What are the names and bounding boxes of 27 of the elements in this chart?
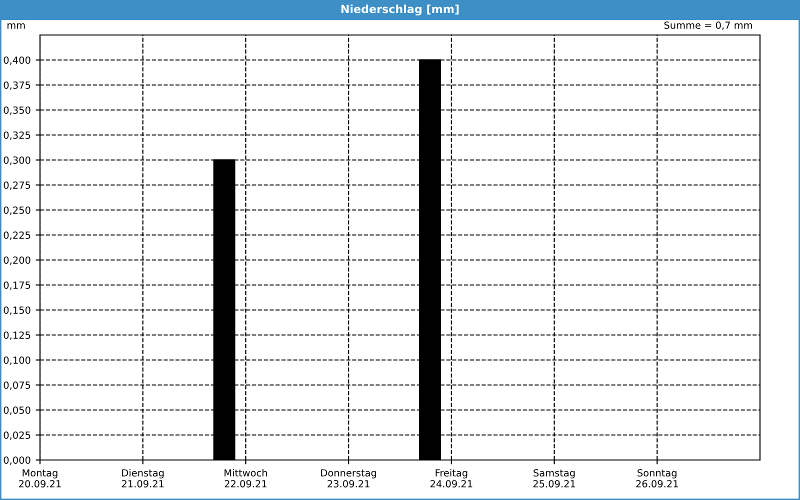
y-tick-label: 0,200: [4, 256, 30, 265]
y-axis-title: mm: [8, 23, 25, 29]
y-tick-label: 0,000: [4, 456, 30, 465]
text: Summe = 0,7 mm: [664, 22, 752, 30]
y-tick-label: 0,150: [4, 306, 30, 315]
y-tick-label: 0,275: [4, 181, 30, 190]
y-tick-label: 0,400: [4, 56, 30, 65]
x-tick-label: Dienstag 21.09.21: [122, 469, 164, 488]
x-tick-label: Freitag 24.09.21: [430, 469, 472, 488]
x-tick-label: Donnerstag 23.09.21: [321, 469, 376, 488]
x-tick-label: Mittwoch 22.09.21: [224, 469, 267, 488]
y-tick-label: 0,025: [4, 431, 30, 440]
y-tick-label: 0,375: [4, 81, 30, 90]
x-tick-label: Sonntag 26.09.21: [636, 469, 678, 488]
x-tick-label: Montag 20.09.21: [19, 469, 61, 488]
y-tick-label: 0,250: [4, 206, 30, 215]
y-tick-label: 0,325: [4, 131, 30, 140]
y-tick-label: 0,050: [4, 406, 30, 415]
y-tick-label: 0,300: [4, 156, 30, 165]
y-tick-label: 0,075: [4, 381, 30, 390]
y-tick-label: 0,225: [4, 231, 30, 240]
chart-title: Niederschlag [mm]: [341, 4, 459, 16]
y-tick-label: 0,350: [4, 106, 30, 115]
y-tick-label: 0,175: [4, 281, 30, 290]
y-tick-label: 0,100: [4, 356, 30, 365]
x-tick-label: Samstag 25.09.21: [533, 469, 576, 488]
y-tick-label: 0,125: [4, 331, 30, 340]
